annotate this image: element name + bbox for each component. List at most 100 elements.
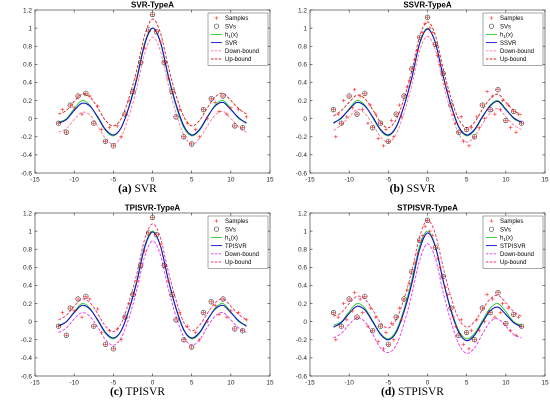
support-vector-point [432,41,438,48]
support-vector-point [362,293,368,299]
sample-point [498,107,503,112]
sample-point [339,324,344,328]
chart-stpisvr: STPISVR-TypeA-15 -10 -5 0 5 10 15-0.6-0.4-0.20… [296,204,549,387]
sample-point [374,315,378,319]
sample-point [516,112,521,116]
sample-point [469,125,474,130]
x-tick-label: -15 [305,177,315,184]
support-vector-point [169,88,175,95]
sample-point [386,342,391,347]
y-tick-label: 0.6 [23,265,32,272]
caption-letter: (d) [381,386,396,398]
support-vector-point [189,141,195,147]
y-tick-label: 0.6 [23,62,32,69]
sample-point [384,127,388,132]
legend-label: Samples [500,16,523,22]
sample-point [519,324,524,328]
sample-point [350,309,355,313]
x-tick-label: 10 [502,380,510,387]
support-vector-point [471,134,478,140]
legend-swatch-svs [214,23,220,29]
y-tick-label: 0.2 [298,301,307,308]
legend-label: TPISVR [225,244,247,250]
support-vector-point [173,114,179,120]
support-vector-point [83,90,89,96]
chart-title: TPISVR-TypeA [125,204,181,213]
support-vector-point [208,96,214,102]
support-vector-point [55,323,62,329]
sample-point [68,306,73,310]
sample-point [229,309,233,313]
sample-point [103,139,108,144]
sample-point [496,290,500,295]
sample-point [240,125,245,130]
sample-point [341,301,346,306]
x-tick-label: 15 [541,177,549,184]
sample-point [334,337,338,342]
sample-point [407,78,412,83]
sample-point [475,318,479,322]
x-tick-label: 10 [227,380,235,387]
sample-point [170,292,174,297]
chart-title: SVR-TypeA [131,1,174,10]
sample-point [174,318,178,322]
x-tick-label: 10 [227,177,235,184]
sample-point [217,109,221,114]
sample-point [477,328,481,333]
series-line [58,18,247,127]
support-vector-point [518,323,525,329]
sample-point [345,115,349,119]
legend-label: Up-bound [225,260,251,266]
sample-point [64,130,69,135]
sample-point [236,107,241,112]
sample-point [174,115,178,119]
y-tick-label: 0 [28,116,32,123]
sample-point [490,297,495,301]
legend-label: h1(x) [225,236,238,242]
legend-label: h1(x) [500,33,513,39]
sample-point [423,224,427,229]
sample-point [197,134,202,139]
support-vector-point [330,310,337,316]
sample-point [399,115,404,119]
sample-point [389,118,394,123]
x-tick-label: 5 [190,177,194,184]
chart-ssvr: SSVR-TypeA -15 -10 -5 0 5 10 15 -0.6 -0.4 -0.2 0 0.2… [296,1,549,184]
sample-point [72,106,76,110]
sample-point [201,310,206,315]
legend-label: STPISVR [500,244,526,250]
support-vector-point [511,108,517,115]
y-tick-label: 0 [28,319,32,326]
sample-point [95,307,100,311]
sample-point [146,231,151,235]
sample-point [107,125,112,130]
support-vector-point [401,93,407,99]
sample-point [347,297,351,301]
support-vector-point [232,123,238,129]
sample-point [451,315,456,319]
x-tick-label: 5 [465,177,469,184]
y-tick-label: 1.2 [298,7,307,14]
sample-point [402,297,406,301]
y-tick-label: 0.6 [298,62,307,69]
sample-point [232,124,237,128]
series-line [58,230,247,340]
sample-point [336,315,340,319]
support-vector-point [346,93,352,99]
y-tick-label: -0.2 [21,337,33,344]
support-vector-point [189,344,195,350]
sample-point [56,121,61,125]
chart-tpisvr: TPISVR-TypeA -15 -10 -5 0 5 10 15 -0.6 -0.4 -0.2 0 0… [21,204,274,387]
legend-label: SVs [500,227,511,233]
sample-point [150,12,155,17]
sample-point [500,98,505,103]
support-vector-point [495,290,501,296]
sample-point [225,315,229,319]
support-vector-point [122,314,128,320]
sample-point [469,328,474,333]
sample-point [407,281,412,286]
legend-label: SVs [500,24,511,30]
sample-point [446,89,450,94]
sample-point [410,67,414,71]
support-vector-point [239,125,246,131]
